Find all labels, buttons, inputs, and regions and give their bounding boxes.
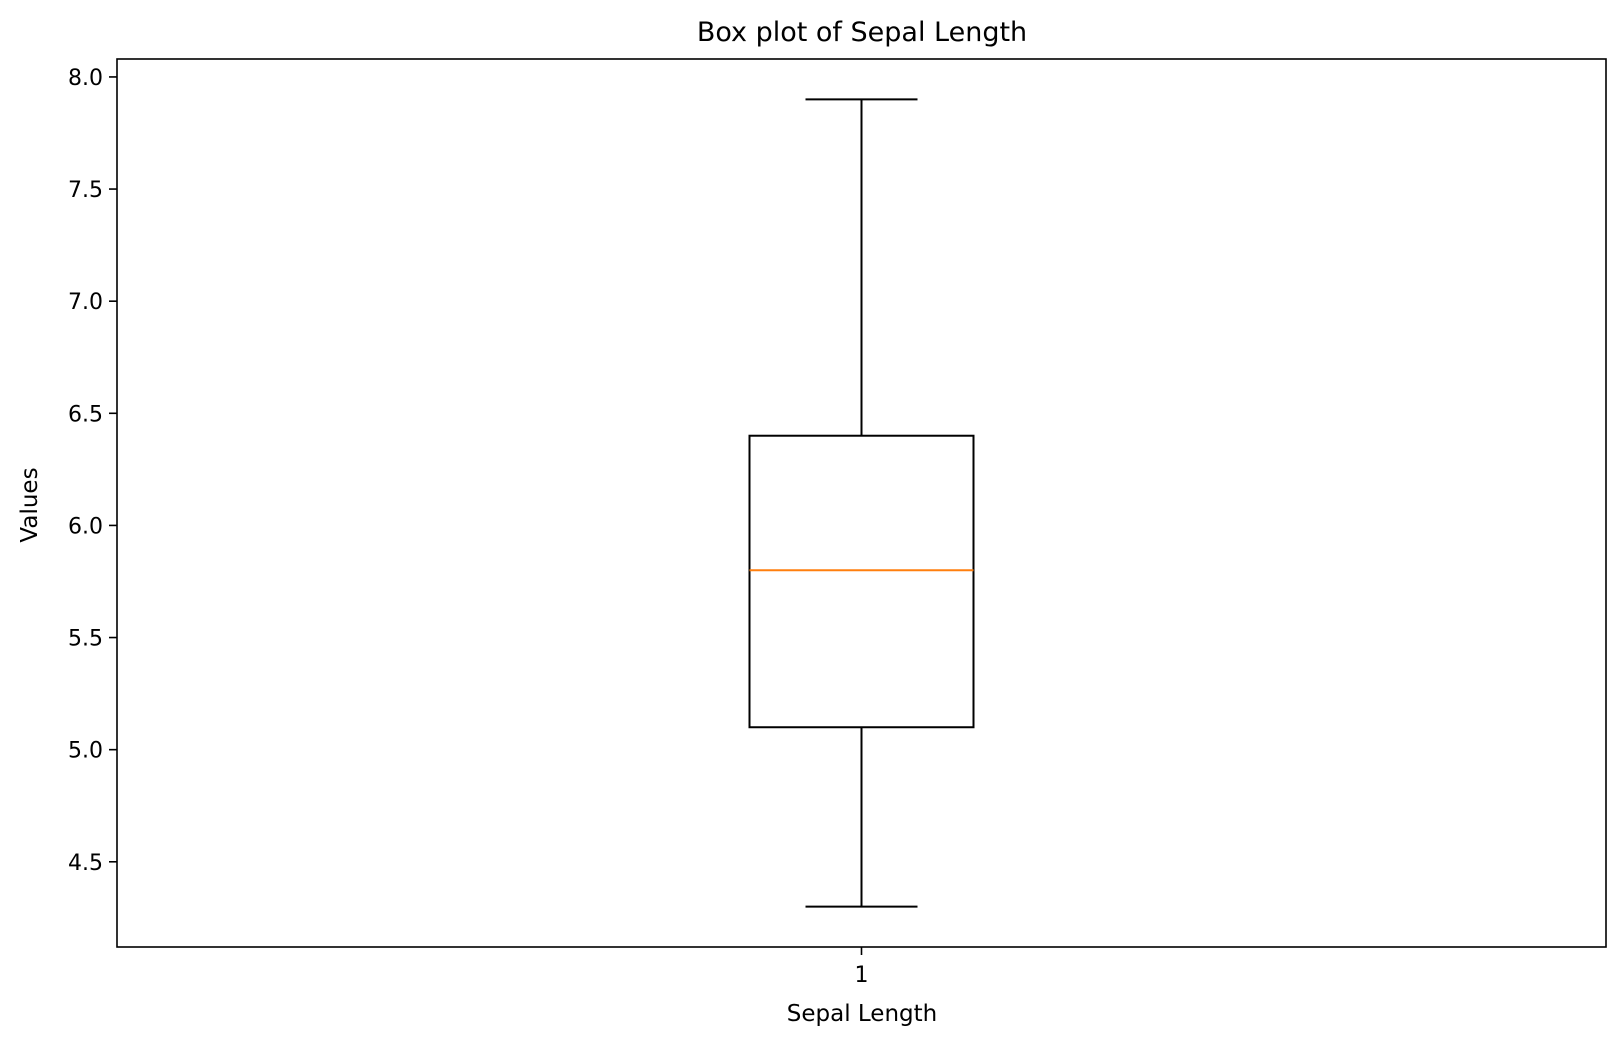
x-axis: 1 <box>855 947 869 988</box>
chart-title: Box plot of Sepal Length <box>697 17 1027 48</box>
y-tick-label: 7.0 <box>68 290 103 315</box>
plot-area <box>748 98 975 908</box>
y-tick-label: 5.5 <box>68 627 103 652</box>
y-tick-label: 8.0 <box>68 66 103 91</box>
y-tick-label: 5.0 <box>68 739 103 764</box>
x-axis-label: Sepal Length <box>787 1001 937 1027</box>
x-tick-label: 1 <box>855 963 869 988</box>
y-tick-label: 7.5 <box>68 178 103 203</box>
iqr-box <box>748 434 975 729</box>
y-axis-label: Values <box>17 467 43 542</box>
y-tick-label: 6.5 <box>68 402 103 427</box>
plot-frame <box>116 58 1607 948</box>
y-axis: 4.5 5.0 5.5 6.0 6.5 7.0 7.5 8.0 <box>68 66 117 876</box>
y-tick-label: 6.0 <box>68 514 103 539</box>
y-tick-label: 4.5 <box>68 851 103 876</box>
